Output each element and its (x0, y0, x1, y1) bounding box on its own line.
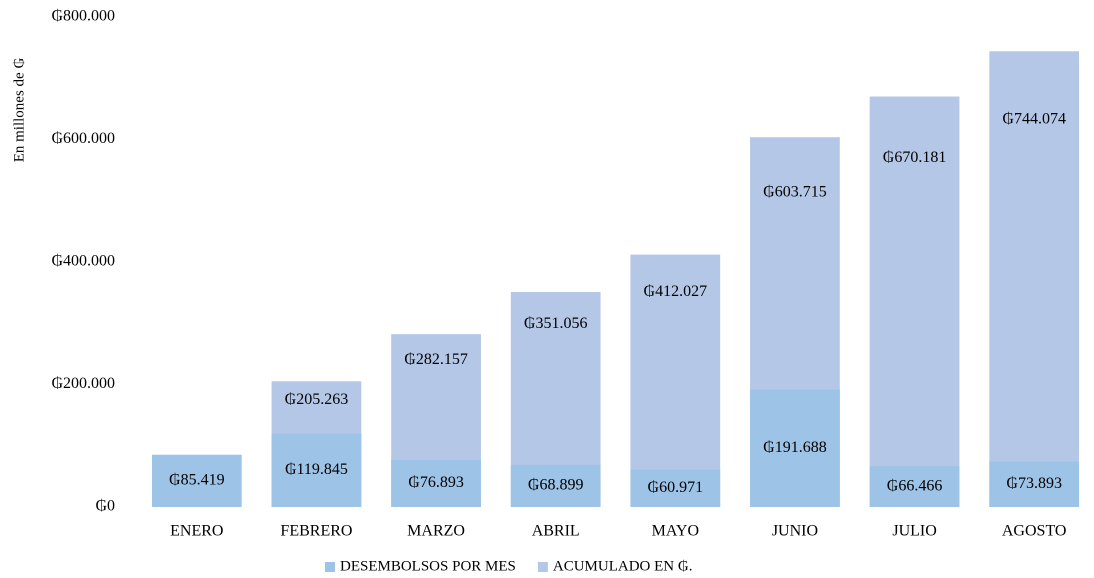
y-tick-label: ₲200.000 (51, 375, 115, 392)
bar (750, 389, 840, 507)
x-tick-label: MAYO (652, 523, 699, 540)
data-label: ₲744.074 (1002, 110, 1066, 127)
x-tick-label: FEBRERO (280, 523, 352, 540)
x-tick-label: JULIO (892, 523, 936, 540)
bar (869, 466, 960, 507)
bar (989, 461, 1080, 507)
x-tick-label: MARZO (407, 523, 465, 540)
data-label: ₲76.893 (408, 474, 464, 491)
bar (869, 96, 960, 508)
data-label: ₲412.027 (644, 283, 708, 300)
data-label: ₲670.181 (883, 149, 947, 166)
bar (630, 469, 721, 507)
y-axis-label: En millones de ₲ (11, 58, 27, 163)
legend-label: ACUMULADO EN ₲. (553, 558, 693, 574)
legend-label: DESEMBOLSOS POR MES (340, 558, 516, 574)
y-tick-label: ₲400.000 (51, 253, 115, 270)
bar (630, 254, 721, 507)
data-label: ₲73.893 (1006, 475, 1062, 492)
bar (510, 464, 601, 507)
legend-swatch (325, 562, 335, 572)
data-label: ₲60.971 (648, 479, 704, 496)
bar (391, 459, 481, 507)
x-tick-label: ABRIL (532, 523, 580, 540)
y-tick-label: ₲0 (95, 498, 115, 515)
bar (271, 433, 362, 507)
bar (151, 454, 242, 507)
data-label: ₲205.263 (285, 391, 349, 408)
y-tick-label: ₲600.000 (51, 130, 115, 147)
legend-swatch (537, 562, 548, 572)
data-label: ₲68.899 (528, 477, 584, 494)
data-label: ₲191.688 (763, 439, 827, 456)
data-label: ₲119.845 (285, 461, 348, 478)
data-label: ₲603.715 (763, 183, 827, 200)
y-tick-label: ₲800.000 (51, 8, 115, 25)
x-tick-label: JUNIO (772, 523, 818, 540)
data-label: ₲85.419 (169, 472, 225, 489)
x-tick-label: AGOSTO (1002, 523, 1067, 540)
x-tick-label: ENERO (170, 523, 223, 540)
bar (989, 51, 1080, 508)
data-label: ₲66.466 (887, 477, 943, 494)
data-label: ₲351.056 (524, 315, 588, 332)
data-label: ₲282.157 (404, 351, 468, 368)
